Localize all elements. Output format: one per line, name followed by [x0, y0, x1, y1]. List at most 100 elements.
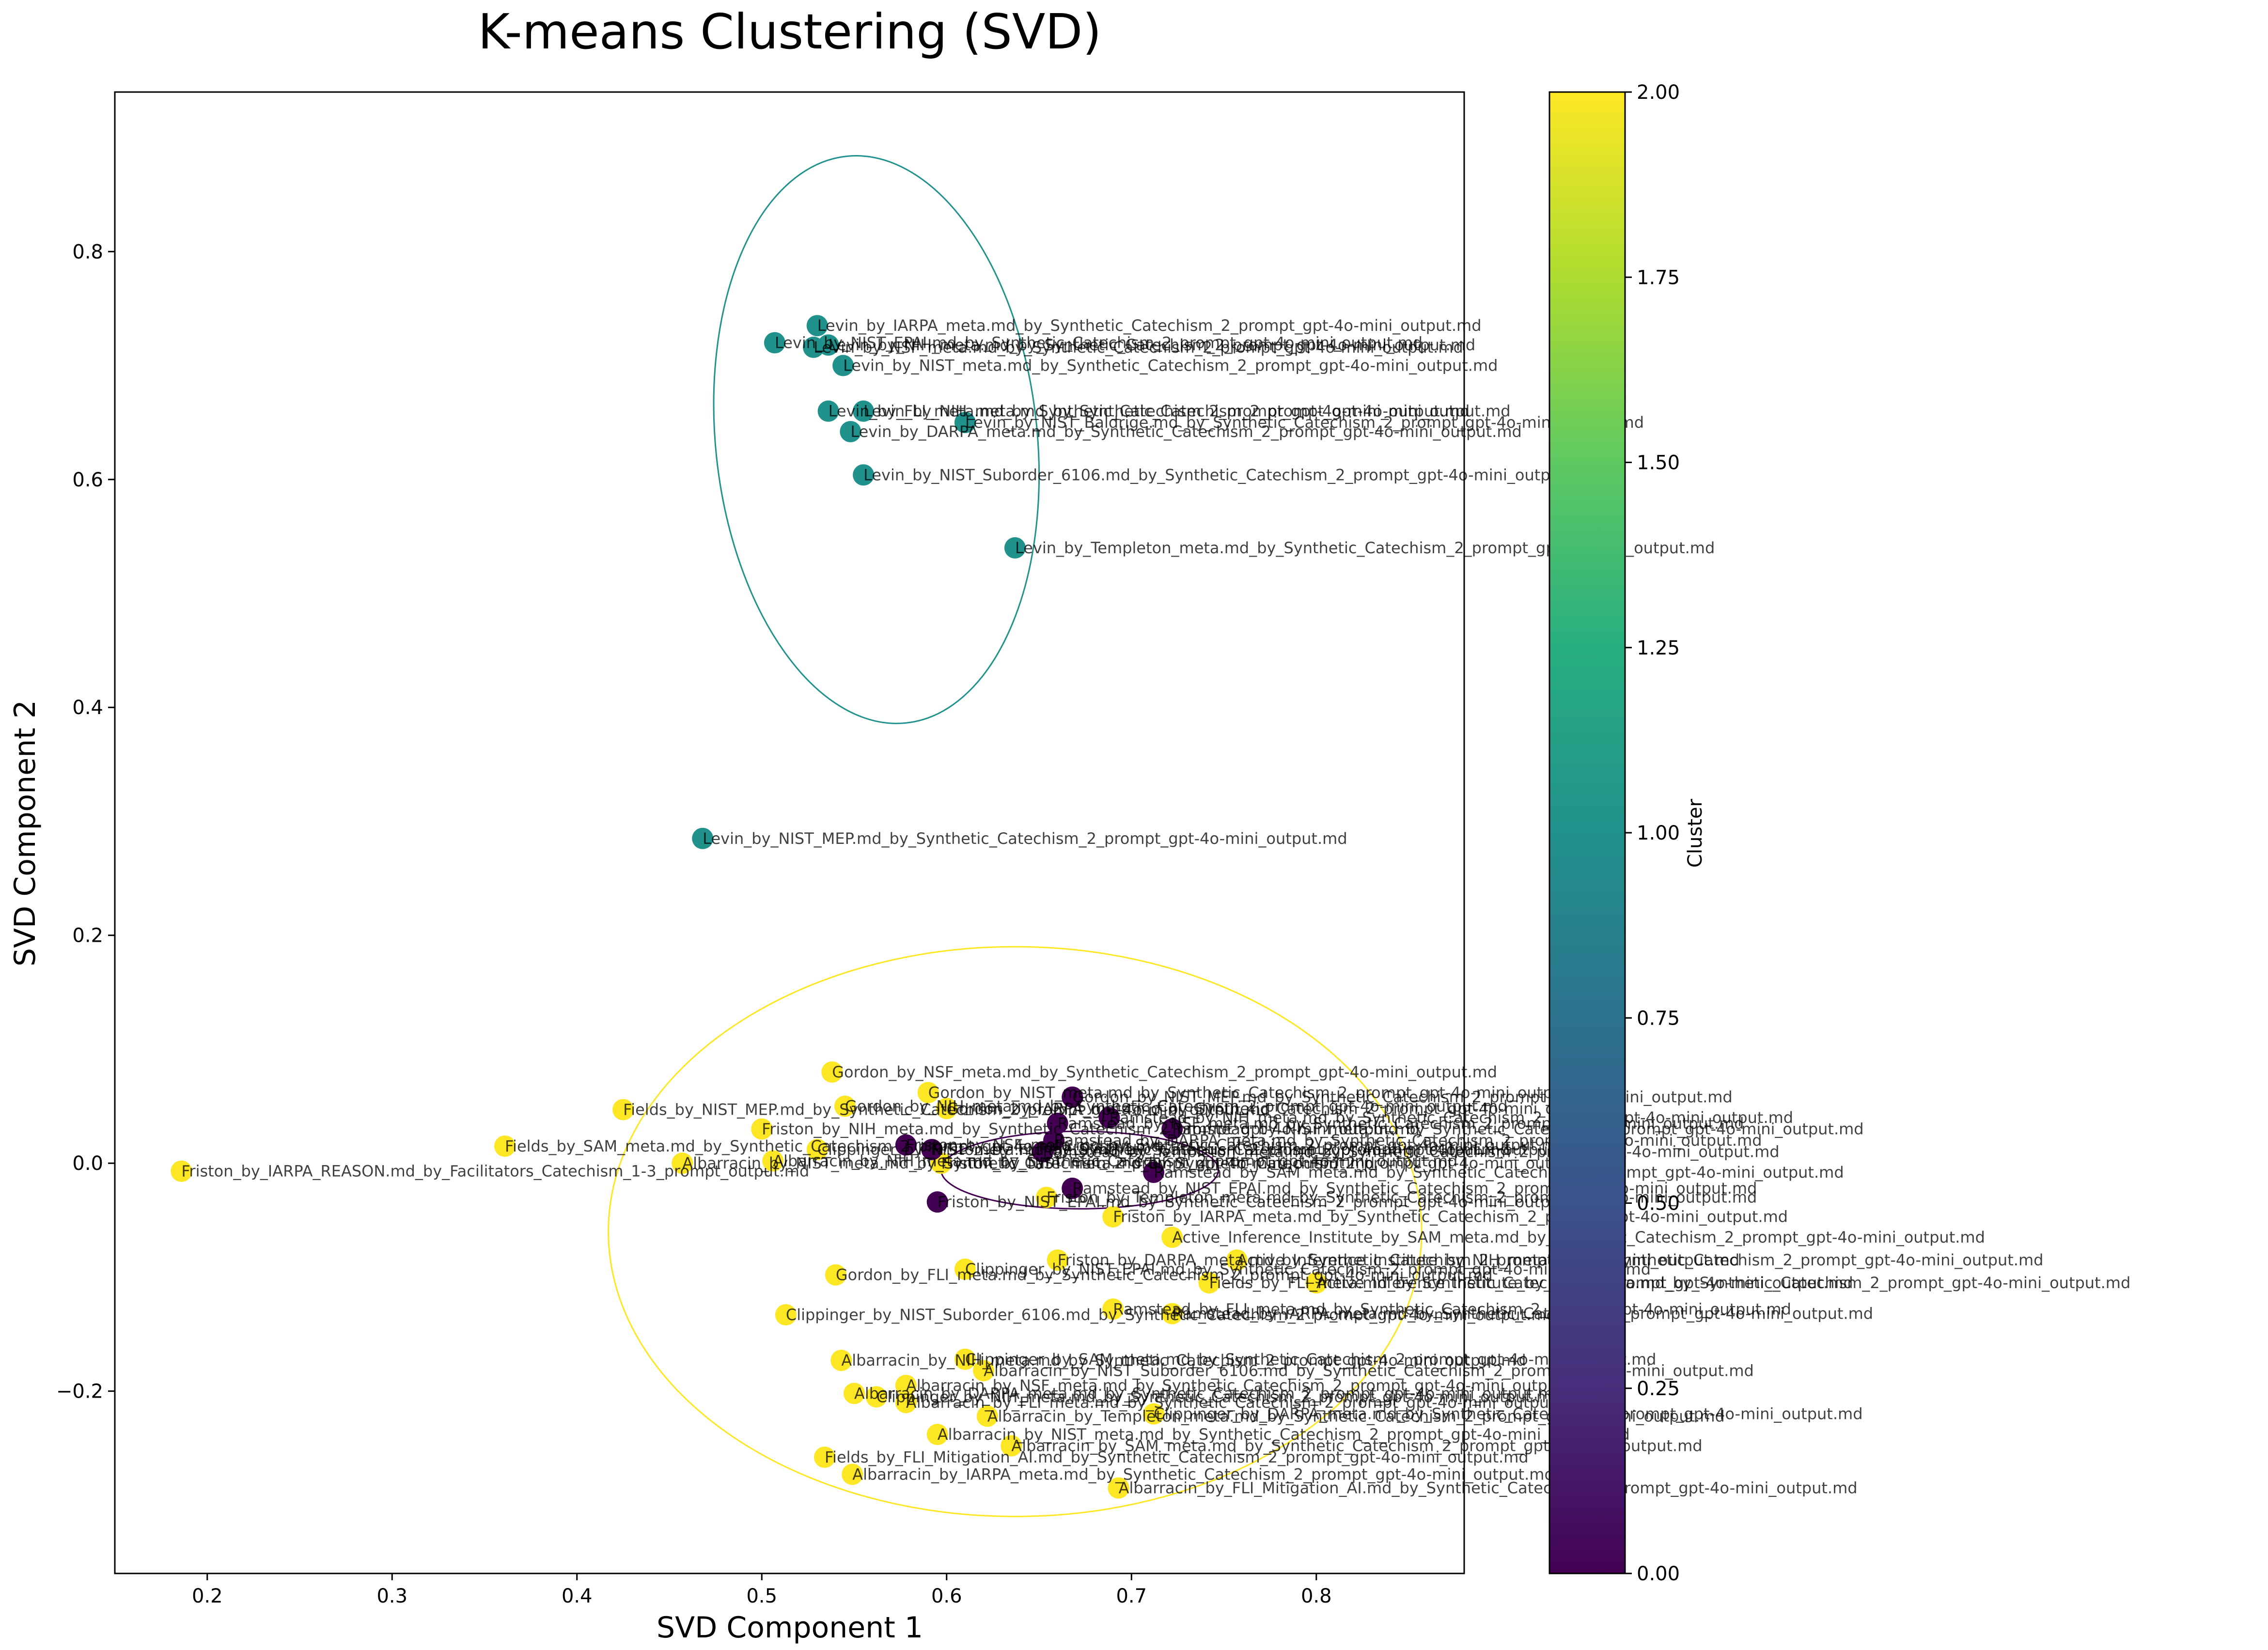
- point-label: Levin_by_NIST_Baldrige.md_by_Synthetic_C…: [965, 413, 1644, 432]
- data-point: [612, 1099, 634, 1121]
- point-label: Albarracin_by_IARPA_meta.md_by_Synthetic…: [852, 1465, 1554, 1483]
- point-label: Levin_by_NIST_EPAI.md_by_Synthetic_Catec…: [775, 334, 1423, 352]
- x-tick-label: 0.7: [1116, 1585, 1147, 1607]
- data-point: [1198, 1272, 1220, 1294]
- data-point: [1047, 1112, 1068, 1134]
- x-tick-label: 0.4: [562, 1585, 593, 1607]
- x-axis: 0.2 0.3 0.4 0.5 0.6 0.7 0.8: [192, 1573, 1332, 1607]
- point-label: Fields_by_FLI_Mitigation_AI.md_by_Synthe…: [825, 1448, 1529, 1466]
- y-tick-label: 0.4: [72, 697, 103, 719]
- point-label: Clippinger_by_SAM_meta.md_by_Synthetic_C…: [965, 1350, 1657, 1369]
- point-label: Friston_by_IARPA_REASON.md_by_Facilitato…: [181, 1162, 809, 1181]
- data-point: [842, 1463, 863, 1485]
- chart-title: K-means Clustering (SVD): [478, 3, 1102, 60]
- data-point: [926, 1424, 948, 1446]
- point-label: Ramstead_by_SAM_meta.md_by_Synthetic_Cat…: [1154, 1163, 1844, 1182]
- colorbar-tick-label: 1.00: [1637, 822, 1680, 844]
- point-label: Friston_by_IARPA_meta.md_by_Synthetic_Ca…: [1113, 1208, 1788, 1226]
- y-tick-label: −0.2: [56, 1381, 103, 1403]
- data-point: [936, 1098, 957, 1120]
- point-label: Active_Inference_Institute_by_NIST_meta.…: [1316, 1274, 2131, 1292]
- point-label: Ramstead_by_NIST_meta.md_by_Synthetic_Ca…: [1172, 1120, 1863, 1138]
- point-label: Friston_by_Templeton_meta.md_by_Syntheti…: [1047, 1188, 1757, 1207]
- cluster-ellipse-2: [608, 946, 1423, 1517]
- y-axis-label: SVD Component 2: [8, 700, 42, 966]
- point-label: Albarracin_by_FLI_meta.md_by_Synthetic_C…: [906, 1393, 1585, 1412]
- point-label: Fields_by_FLI_meta.md_by_Synthetic_Catec…: [1209, 1274, 1853, 1292]
- data-point: [692, 827, 714, 849]
- data-point: [834, 1095, 856, 1117]
- data-point: [840, 420, 861, 442]
- data-point: [917, 1082, 939, 1104]
- data-point: [865, 1386, 887, 1408]
- colorbar-tick-label: 2.00: [1637, 81, 1680, 104]
- point-label: Clippinger_by_NIH_meta.md_by_Synthetic_C…: [876, 1387, 1562, 1406]
- data-point: [817, 334, 839, 356]
- data-point: [825, 1264, 846, 1286]
- point-label: Levin_by_NIH_meta.md_by_Synthetic_Catech…: [863, 402, 1511, 420]
- data-point: [1108, 1477, 1129, 1499]
- data-point: [926, 1191, 948, 1213]
- point-label: Clippinger_by_NIST_Suborder_6106.md_by_S…: [786, 1306, 1556, 1324]
- data-point: [821, 1061, 843, 1083]
- data-point: [764, 332, 785, 354]
- point-label: Albarracin_by_NIST_meta.md_by_Synthetic_…: [938, 1425, 1630, 1444]
- point-label: Clippinger_by_NIST_meta.md_by_Synthetic_…: [817, 1140, 1510, 1159]
- point-label: Gordon_by_FLI_meta.md_by_Synthetic_Catec…: [836, 1266, 1493, 1284]
- colorbar-tick-label: 1.75: [1637, 266, 1680, 289]
- point-label: Ramstead_by_NIST_EPAI.md_by_Synthetic_Ca…: [1072, 1179, 1757, 1198]
- y-tick-label: 0.0: [72, 1152, 103, 1175]
- point-label: Friston_by_DARPA_meta.md_by_Synthetic_Ca…: [1058, 1251, 1740, 1269]
- point-label: Albarracin_by_FLI_Mitigation_AI.md_by_Sy…: [1119, 1479, 1858, 1497]
- data-point: [895, 1374, 917, 1396]
- y-tick-label: 0.6: [72, 469, 103, 491]
- colorbar-tick-label: 0.50: [1637, 1193, 1680, 1215]
- x-tick-label: 0.6: [931, 1585, 962, 1607]
- point-label: Friston_by_NSF_meta.md_by_Synthetic_Cate…: [906, 1136, 1566, 1154]
- point-label: Friston_by_NIH_meta.md_by_Synthetic_Cate…: [762, 1120, 1420, 1138]
- point-label: Ramstead_by_NSF_meta.md_by_Synthetic_Cat…: [1058, 1114, 1744, 1133]
- data-point: [853, 400, 875, 422]
- point-label: Levin_by_DARPA_meta.md_by_Synthetic_Cate…: [850, 422, 1521, 441]
- data-point: [844, 1383, 865, 1404]
- data-point: [1004, 537, 1026, 559]
- data-point: [1226, 1249, 1248, 1271]
- data-point: [976, 1405, 998, 1427]
- x-tick-label: 0.2: [192, 1585, 223, 1607]
- y-tick-label: 0.2: [72, 925, 103, 947]
- plot-frame: [114, 91, 1465, 1574]
- colorbar-tick-label: 1.25: [1637, 637, 1680, 659]
- point-label: Albarracin_by_DARPA_meta.md_by_Synthetic…: [854, 1384, 1563, 1402]
- point-label: Ramstead_by_DARPA_meta.md_by_Synthetic_C…: [1054, 1131, 1762, 1150]
- point-label: Ramstead_by_NIH_meta.md_by_Synthetic_Cat…: [1110, 1108, 1794, 1127]
- point-label: Fields_by_SAM_meta.md_by_Synthetic_Catec…: [505, 1137, 1161, 1155]
- data-point: [806, 315, 828, 337]
- data-point: [494, 1135, 516, 1157]
- data-point: [1047, 1249, 1068, 1271]
- point-label: Active_Inference_Institute_by_NIH_meta.m…: [1237, 1251, 2044, 1269]
- point-label: Levin_by_NIST_meta.md_by_Synthetic_Catec…: [843, 357, 1498, 375]
- point-label: Gordon_by_NIST_meta.md_by_Synthetic_Cate…: [928, 1083, 1598, 1102]
- data-point: [672, 1152, 693, 1174]
- y-tick-label: 0.8: [72, 241, 103, 263]
- point-label: Friston_by_FLI_meta.md_by_Synthetic_Cate…: [932, 1140, 1584, 1159]
- data-point: [762, 1150, 784, 1172]
- point-label: Albarracin_by_NIH_meta.md_by_Synthetic_C…: [773, 1152, 1457, 1170]
- data-point: [1161, 1118, 1183, 1140]
- data-point: [171, 1160, 192, 1182]
- plot-area: Levin_by_IARPA_meta.md_by_Synthetic_Cate…: [171, 155, 2131, 1517]
- point-label: Ramstead_by_IARPA_meta.md_by_Synthetic_C…: [1172, 1305, 1873, 1323]
- point-label: Clippinger_by_NIST_EPAI.md_by_Synthetic_…: [965, 1260, 1651, 1278]
- colorbar-label: Cluster: [1684, 798, 1706, 868]
- point-label: Friston_by_NIST_EPAI.md_by_Synthetic_Cat…: [938, 1193, 1596, 1211]
- point-label: Levin_by_NIST_Suborder_6106.md_by_Synthe…: [863, 466, 1596, 484]
- point-label: Gordon_by_NIH_meta.md_by_Synthetic_Catec…: [845, 1097, 1508, 1116]
- point-label: Albarracin_by_NIH_meta.md_by_Synthetic_C…: [841, 1351, 1526, 1370]
- data-point: [806, 1138, 828, 1160]
- point-label: Friston_by_NIST_meta.md_by_Synthetic_Cat…: [941, 1154, 1606, 1172]
- point-label: Levin_by_NSF_meta.md_by_Synthetic_Catech…: [813, 338, 1463, 357]
- data-point: [813, 1447, 835, 1468]
- data-point: [1143, 1161, 1165, 1183]
- point-label: Albarracin_by_NSF_meta.md_by_Synthetic_C…: [906, 1376, 1594, 1395]
